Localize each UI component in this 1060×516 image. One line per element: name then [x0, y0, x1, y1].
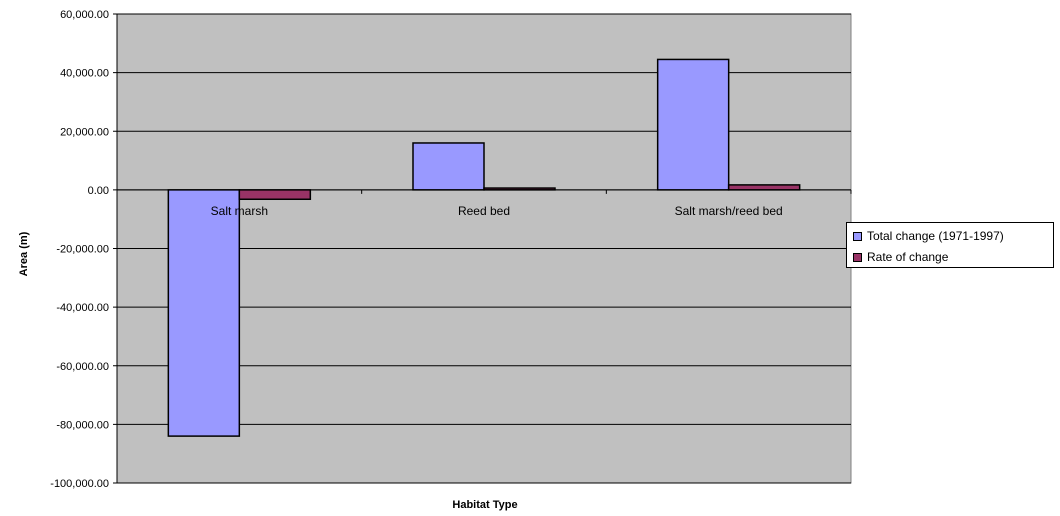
bar-total-change: [167, 189, 241, 437]
legend: Total change (1971-1997) Rate of change: [846, 222, 1054, 268]
category-label: Reed bed: [458, 204, 510, 218]
category-label: Salt marsh/reed bed: [675, 204, 783, 218]
legend-swatch-rate-of-change: [853, 252, 862, 262]
y-tick-label: 60,000.00: [60, 9, 109, 21]
legend-swatch-total-change: [853, 231, 862, 241]
y-tick-label: -60,000.00: [56, 361, 109, 373]
y-tick-label: 20,000.00: [60, 126, 109, 138]
bars: [116, 58, 852, 437]
x-axis-title: Habitat Type: [452, 499, 518, 511]
category-labels: Salt marsh Reed bed Salt marsh/reed bed: [211, 204, 783, 218]
y-tick-label: -20,000.00: [56, 244, 109, 256]
bar-rate-of-change: [238, 189, 312, 201]
bar-total-change: [656, 58, 730, 191]
legend-label: Rate of change: [867, 250, 949, 264]
bar-total-change: [412, 142, 485, 191]
legend-item-rate-of-change: Rate of change: [853, 249, 948, 265]
legend-label: Total change (1971-1997): [867, 229, 1004, 243]
bar-rate-of-change: [727, 184, 801, 191]
y-tick-label: 0.00: [88, 185, 109, 197]
y-ticks: 60,000.00 40,000.00 20,000.00 0.00 -20,000.0…: [50, 9, 118, 490]
category-label: Salt marsh: [211, 204, 268, 218]
y-tick-label: -80,000.00: [56, 419, 109, 431]
y-tick-label: -40,000.00: [56, 302, 109, 314]
legend-item-total-change: Total change (1971-1997): [853, 228, 1004, 244]
gridlines: [117, 13, 851, 484]
y-tick-label: 40,000.00: [60, 68, 109, 80]
y-tick-label: -100,000.00: [50, 478, 109, 490]
y-axis-title: Area (m): [18, 231, 30, 277]
